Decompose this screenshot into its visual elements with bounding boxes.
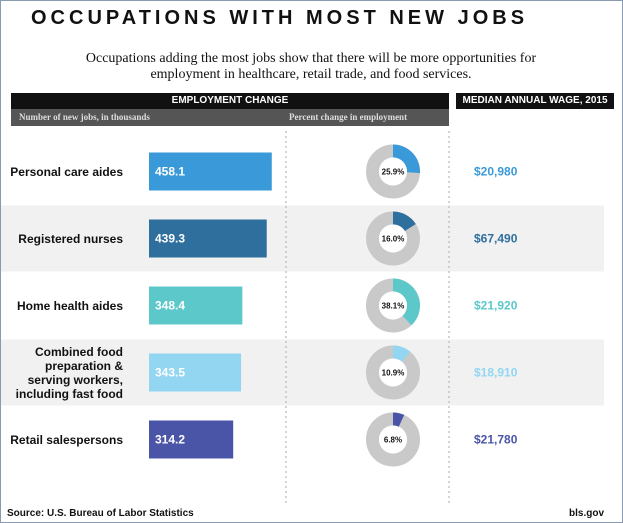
source: Source: U.S. Bureau of Labor Statistics bbox=[7, 508, 194, 519]
bar bbox=[149, 420, 234, 459]
bar-value-label: 348.4 bbox=[155, 299, 185, 313]
wage-label: $18,910 bbox=[474, 366, 518, 380]
donut-segment bbox=[393, 211, 416, 231]
bar-value-label: 458.1 bbox=[155, 165, 185, 179]
donut-label: 10.9% bbox=[382, 369, 405, 378]
donut-segment bbox=[393, 345, 411, 362]
header-bar bbox=[11, 93, 449, 109]
wage-label: $67,490 bbox=[474, 232, 518, 246]
donut-label: 16.0% bbox=[382, 235, 405, 244]
wage-label: $21,780 bbox=[474, 433, 518, 447]
bar bbox=[149, 353, 242, 392]
bar-value-label: 314.2 bbox=[155, 433, 185, 447]
category-label: Combined food preparation & serving work… bbox=[15, 344, 123, 401]
donut-hole bbox=[379, 358, 407, 387]
donut-hole bbox=[379, 425, 407, 454]
bar bbox=[149, 219, 267, 258]
credit: bls.gov bbox=[569, 508, 605, 519]
title: OCCUPATIONS WITH MOST NEW JOBS bbox=[31, 7, 529, 29]
row-band bbox=[1, 339, 604, 406]
header: EMPLOYMENT CHANGE bbox=[171, 95, 289, 106]
header: MEDIAN ANNUAL WAGE, 2015 bbox=[462, 95, 608, 106]
category-label: Personal care aides bbox=[10, 164, 123, 179]
donut-segment bbox=[393, 412, 405, 427]
donut-segment bbox=[393, 144, 420, 174]
header-bar bbox=[456, 93, 614, 109]
bar bbox=[149, 152, 272, 191]
category-label: Home health aides bbox=[16, 298, 123, 313]
wage-label: $21,920 bbox=[474, 299, 518, 313]
donut-label: 6.8% bbox=[384, 436, 402, 445]
donut-hole bbox=[379, 291, 407, 320]
bar bbox=[149, 286, 243, 325]
subtitle: Occupations adding the most jobs show th… bbox=[85, 51, 537, 82]
axis-label: Number of new jobs, in thousands bbox=[19, 112, 150, 122]
donut-segment bbox=[393, 278, 420, 326]
donut-hole bbox=[379, 224, 407, 253]
donut-label: 38.1% bbox=[382, 302, 405, 311]
category-label: Registered nurses bbox=[18, 231, 123, 246]
donut-hole bbox=[379, 157, 407, 186]
row-band bbox=[1, 205, 604, 272]
axis-label: Percent change in employment bbox=[289, 112, 408, 122]
subheader-bar bbox=[11, 109, 449, 126]
donut-label: 25.9% bbox=[382, 168, 405, 177]
bar-value-label: 439.3 bbox=[155, 232, 185, 246]
category-label: Retail salespersons bbox=[10, 432, 123, 447]
wage-label: $20,980 bbox=[474, 165, 518, 179]
bar-value-label: 343.5 bbox=[155, 366, 185, 380]
